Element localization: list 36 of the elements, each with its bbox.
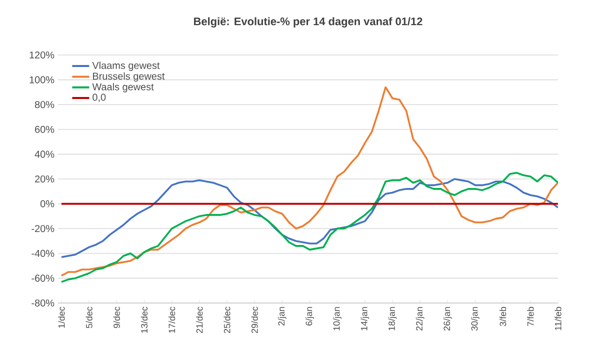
x-tick-label: 10/jan (333, 307, 342, 330)
y-tick-label: -60% (32, 274, 54, 282)
line-series (60, 178, 558, 258)
x-tick-label: 14/jan (360, 307, 370, 330)
y-tick-label: 60% (35, 126, 54, 133)
x-tick-label: 26/jan (443, 307, 452, 330)
x-tick-label: 1/dec (58, 306, 65, 328)
legend-label: 0,0 (92, 94, 106, 102)
x-tick-label: 25/dec (224, 306, 230, 333)
x-tick-label: 11/feb (554, 306, 562, 330)
x-tick-label: 22/jan (416, 307, 424, 330)
x-tick-label: 21/dec (196, 306, 203, 333)
x-tick-label: 6/jan (306, 307, 314, 326)
x-tick-label: 3/feb (500, 306, 506, 326)
y-tick-label: -80% (32, 299, 54, 307)
x-tick-label: 5/dec (86, 306, 92, 328)
y-tick-label: 100% (30, 76, 54, 84)
y-tick-label: -20% (32, 225, 54, 232)
x-tick-label: 9/dec (113, 306, 120, 328)
x-tick-label: 17/dec (168, 306, 176, 333)
x-tick-label: 18/jan (388, 307, 397, 330)
x-tick-label: 30/jan (471, 307, 480, 331)
y-tick-label: 0% (40, 200, 54, 208)
x-tick-label: 2/jan (278, 307, 286, 326)
legend-label: Vlaams gewest (92, 62, 160, 71)
y-tick-label: 120% (30, 51, 54, 59)
y-tick-label: -40% (32, 250, 54, 257)
y-tick-label: 20% (35, 175, 54, 183)
x-tick-label: 29/dec (251, 306, 258, 333)
x-tick-label: 13/dec (140, 306, 148, 333)
legend-label: Brussels gewest (93, 72, 165, 82)
chart-title: België: Evolutie-% per 14 dagen vanaf 01/12 (194, 17, 422, 28)
legend-label: Waals gewest (92, 83, 154, 92)
y-tick-label: 40% (34, 150, 54, 158)
y-tick-label: 80% (34, 101, 54, 108)
x-tick-label: 7/feb (527, 306, 534, 326)
